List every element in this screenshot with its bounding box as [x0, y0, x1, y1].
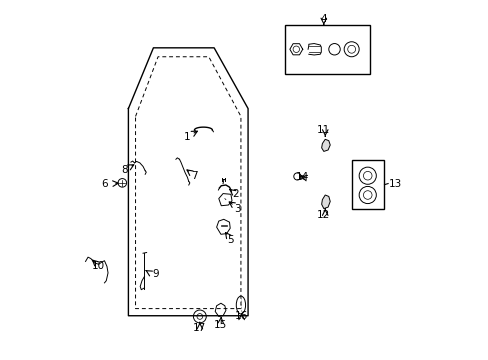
Text: 9: 9: [152, 269, 159, 279]
Text: 15: 15: [214, 320, 227, 330]
Text: 2: 2: [232, 189, 239, 199]
Text: 12: 12: [317, 210, 330, 220]
Polygon shape: [321, 195, 329, 208]
Text: 14: 14: [295, 172, 308, 183]
Text: 6: 6: [101, 179, 108, 189]
Text: 7: 7: [191, 171, 198, 181]
Bar: [351, 160, 383, 209]
Text: 10: 10: [92, 261, 105, 271]
Text: 1: 1: [183, 132, 189, 142]
Polygon shape: [321, 139, 329, 152]
Text: 11: 11: [317, 125, 330, 135]
Text: 8: 8: [121, 165, 127, 175]
Text: 5: 5: [227, 235, 234, 245]
Text: 16: 16: [235, 311, 248, 321]
Bar: [284, 25, 369, 73]
Text: 17: 17: [193, 323, 206, 333]
Text: 13: 13: [388, 179, 402, 189]
Text: 3: 3: [234, 204, 240, 214]
Text: 4: 4: [320, 14, 326, 23]
